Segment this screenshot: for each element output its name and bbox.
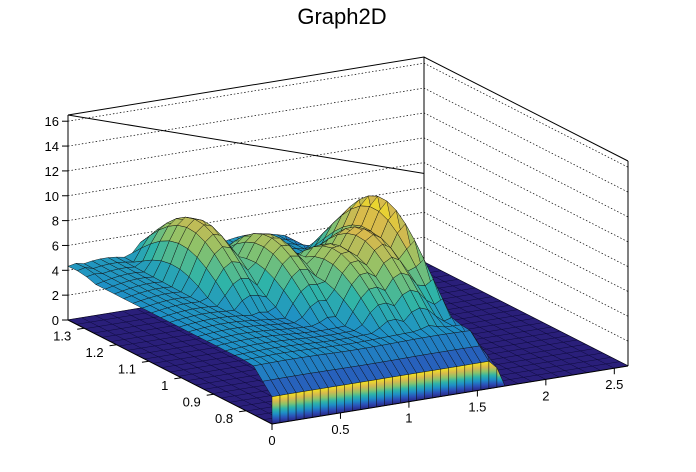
top-back-edge bbox=[67, 56, 629, 162]
front-curtain-cell bbox=[319, 387, 329, 417]
x-axis-line bbox=[271, 365, 629, 425]
front-curtain-cell bbox=[368, 379, 377, 409]
front-curtain-cell bbox=[464, 363, 474, 393]
z-gridline bbox=[67, 112, 629, 218]
front-curtain-cell bbox=[440, 367, 449, 397]
front-curtain-cell bbox=[376, 378, 385, 408]
front-curtain-cell bbox=[271, 395, 281, 425]
y-tick bbox=[141, 360, 150, 363]
z-tick-label: 4 bbox=[52, 263, 59, 278]
x-tick-label: 0.5 bbox=[331, 422, 349, 437]
chart-title: Graph2D bbox=[297, 4, 386, 29]
front-curtain-cell bbox=[472, 362, 482, 392]
z-gridline bbox=[67, 137, 629, 243]
frame-diagonal bbox=[67, 114, 425, 174]
y-tick bbox=[206, 393, 214, 396]
front-curtain-cell bbox=[384, 376, 393, 406]
front-curtain-cell bbox=[360, 380, 369, 410]
x-tick-label: 1.5 bbox=[468, 400, 486, 415]
z-tick-label: 14 bbox=[45, 139, 59, 154]
z-gridline bbox=[67, 87, 629, 193]
y-axis-line bbox=[67, 319, 273, 425]
z-gridline bbox=[67, 62, 629, 168]
x-axis-labels: 0 0.5 1 1.5 2 2.5 bbox=[268, 368, 623, 448]
y-axis-labels: 0.8 0.9 1 1.1 1.2 1.3 bbox=[53, 327, 247, 426]
front-curtain-cell bbox=[352, 382, 361, 412]
front-curtain-cell bbox=[456, 365, 466, 395]
front-curtain-cell bbox=[295, 391, 305, 421]
y-tick bbox=[77, 327, 85, 330]
front-curtain-cell bbox=[480, 361, 490, 391]
y-tick bbox=[174, 377, 182, 380]
y-tick-label: 1.3 bbox=[53, 328, 71, 343]
y-tick-label: 0.8 bbox=[215, 411, 233, 426]
front-curtain-cell bbox=[287, 392, 297, 422]
x-tick-label: 2.5 bbox=[605, 377, 623, 392]
y-tick-label: 0.9 bbox=[183, 394, 201, 409]
front-curtain-cell bbox=[311, 388, 321, 418]
z-tick-label: 10 bbox=[45, 189, 59, 204]
front-curtain-cell bbox=[344, 383, 353, 413]
front-curtain-cell bbox=[448, 366, 458, 396]
front-curtain-cell bbox=[432, 368, 441, 399]
x-tick-label: 0 bbox=[268, 433, 275, 448]
z-tick-label: 0 bbox=[52, 313, 59, 328]
y-tick bbox=[109, 344, 117, 347]
front-curtain-cell bbox=[408, 372, 417, 403]
front-curtain-cell bbox=[279, 393, 289, 423]
x-tick-label: 2 bbox=[542, 388, 549, 403]
front-curtain-cell bbox=[424, 370, 433, 400]
z-tick-label: 6 bbox=[52, 238, 59, 253]
z-tick-label: 12 bbox=[45, 164, 59, 179]
z-tick-label: 2 bbox=[52, 288, 59, 303]
x-tick-label: 1 bbox=[405, 411, 412, 426]
front-curtain-cell bbox=[336, 384, 345, 414]
y-tick bbox=[239, 410, 247, 413]
front-curtain-cell bbox=[303, 389, 313, 420]
front-curtain-cell bbox=[416, 371, 425, 401]
y-tick-label: 1.2 bbox=[85, 345, 103, 360]
y-tick-label: 1.1 bbox=[118, 361, 136, 376]
y-tick-label: 1 bbox=[161, 378, 168, 393]
front-curtain-cell bbox=[327, 385, 337, 416]
z-axis-labels: 0 2 4 6 8 10 12 14 16 bbox=[45, 114, 68, 328]
z-tick-label: 16 bbox=[45, 114, 59, 129]
front-curtain-cell bbox=[400, 374, 409, 404]
front-frame bbox=[67, 319, 629, 425]
front-curtain-cell bbox=[392, 375, 401, 405]
z-tick-label: 8 bbox=[52, 214, 59, 229]
z-gridline bbox=[67, 162, 629, 267]
